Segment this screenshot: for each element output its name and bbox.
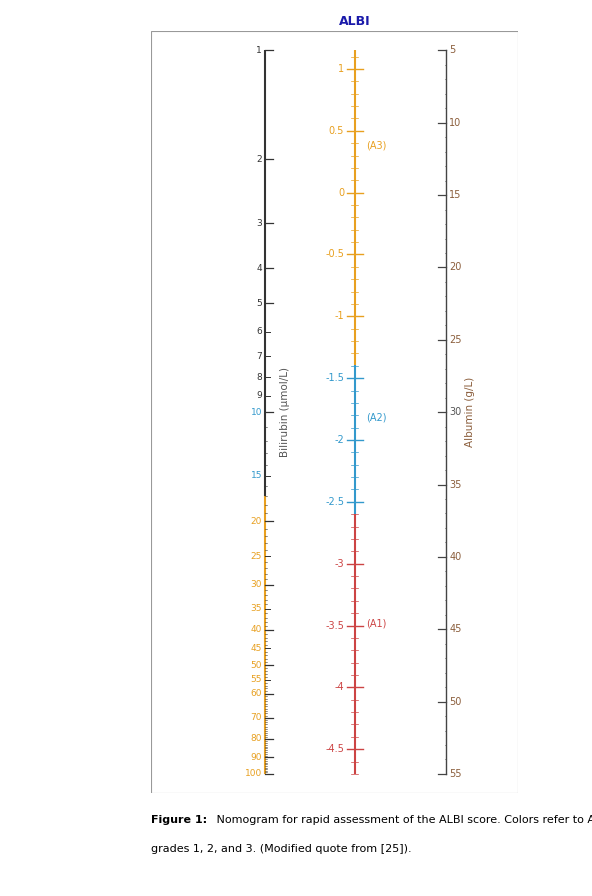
Text: -4: -4	[334, 683, 344, 693]
Text: 2: 2	[256, 155, 262, 164]
Text: 30: 30	[449, 407, 462, 418]
Text: 40: 40	[251, 625, 262, 634]
Text: 60: 60	[250, 689, 262, 698]
Text: -3: -3	[334, 559, 344, 569]
Text: -2: -2	[334, 435, 344, 445]
Text: 30: 30	[250, 581, 262, 590]
Text: 55: 55	[250, 676, 262, 685]
Text: 9: 9	[256, 392, 262, 401]
Text: 3: 3	[256, 219, 262, 228]
Text: 5: 5	[256, 298, 262, 307]
Text: 35: 35	[250, 605, 262, 614]
Text: 40: 40	[449, 552, 462, 562]
Text: 15: 15	[250, 471, 262, 480]
Text: -1.5: -1.5	[325, 373, 344, 383]
Text: ALBI: ALBI	[339, 14, 371, 28]
Text: Bilirubin (μmol/L): Bilirubin (μmol/L)	[280, 367, 290, 457]
Text: -0.5: -0.5	[325, 249, 344, 260]
Text: Figure 1:: Figure 1:	[151, 815, 207, 825]
Text: grades 1, 2, and 3. (Modified quote from [25]).: grades 1, 2, and 3. (Modified quote from…	[151, 844, 411, 854]
Text: -3.5: -3.5	[325, 621, 344, 631]
Text: 5: 5	[449, 46, 456, 56]
Text: 50: 50	[250, 660, 262, 669]
Text: -1: -1	[334, 311, 344, 322]
Text: 35: 35	[449, 479, 462, 489]
Text: 70: 70	[250, 713, 262, 722]
Text: 1: 1	[256, 46, 262, 55]
Text: 10: 10	[250, 408, 262, 417]
Text: 25: 25	[251, 552, 262, 561]
Text: 90: 90	[250, 753, 262, 762]
Text: 50: 50	[449, 696, 462, 707]
Text: 6: 6	[256, 327, 262, 336]
Text: 55: 55	[449, 769, 462, 779]
Text: 100: 100	[245, 770, 262, 779]
Text: (A3): (A3)	[366, 141, 386, 151]
Text: -4.5: -4.5	[325, 745, 344, 754]
Text: 10: 10	[449, 117, 462, 128]
Text: 80: 80	[250, 735, 262, 744]
Text: 45: 45	[449, 625, 462, 634]
Text: 8: 8	[256, 373, 262, 382]
Text: (A2): (A2)	[366, 413, 386, 423]
Text: 15: 15	[449, 190, 462, 200]
Text: -2.5: -2.5	[325, 496, 344, 507]
Text: Albumin (g/L): Albumin (g/L)	[465, 377, 475, 447]
Text: 0.5: 0.5	[329, 125, 344, 136]
Text: Nomogram for rapid assessment of the ALBI score. Colors refer to ALBI: Nomogram for rapid assessment of the ALB…	[213, 815, 592, 825]
Text: 0: 0	[338, 187, 344, 198]
Text: (A1): (A1)	[366, 618, 386, 628]
Text: 20: 20	[449, 263, 462, 272]
Text: 7: 7	[256, 351, 262, 360]
Text: 1: 1	[338, 64, 344, 74]
Text: 4: 4	[256, 263, 262, 272]
Text: 20: 20	[251, 517, 262, 526]
Text: 45: 45	[251, 644, 262, 653]
Text: 25: 25	[449, 335, 462, 345]
